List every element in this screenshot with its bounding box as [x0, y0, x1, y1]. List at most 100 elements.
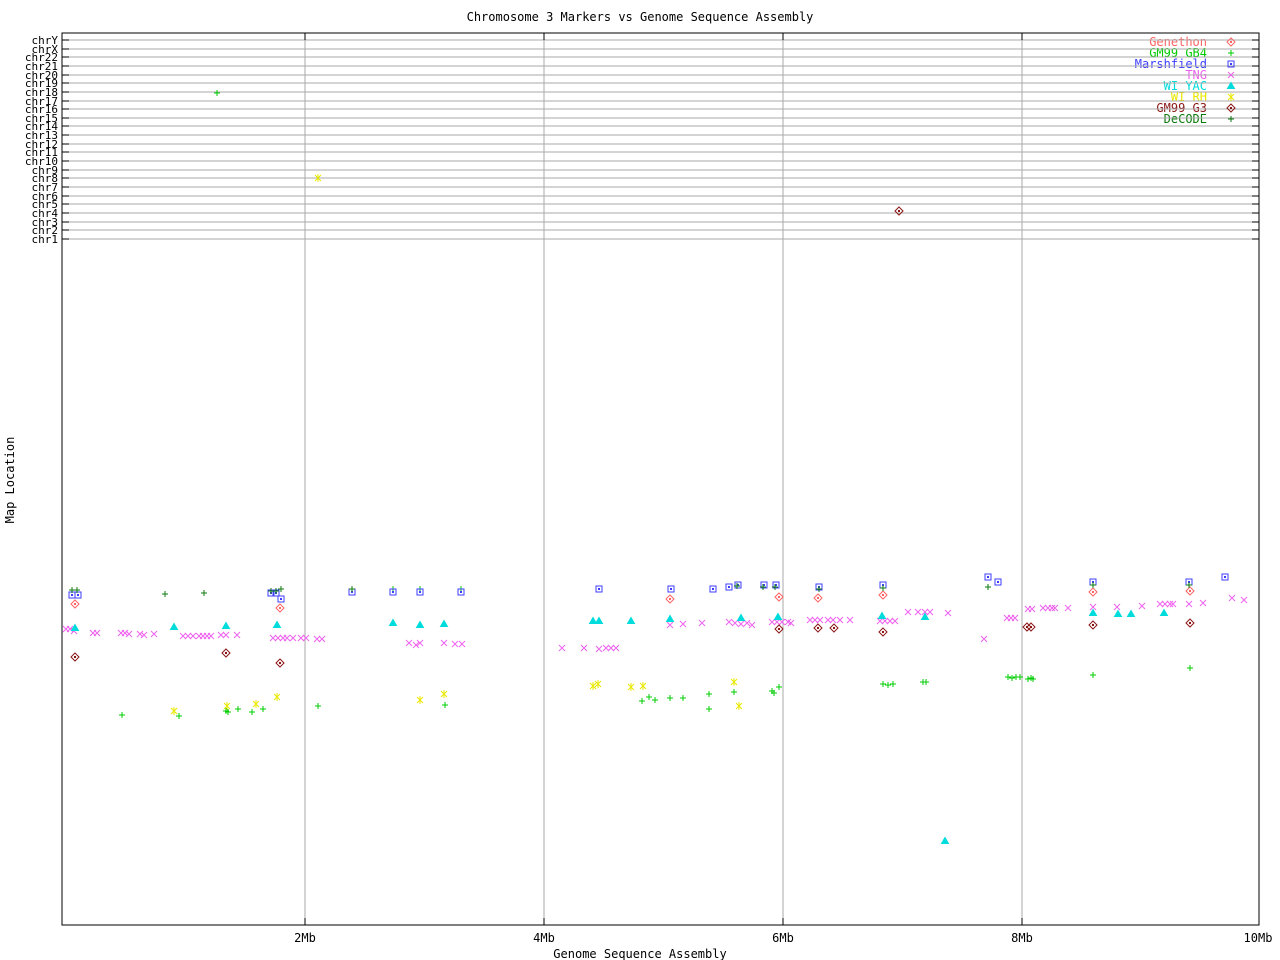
marshfield-marker: [280, 598, 282, 600]
wiyac-marker: [665, 614, 675, 622]
wirh-marker: [735, 702, 743, 710]
legend-marker-gm99g3: [1230, 107, 1232, 109]
wirh-marker: [730, 678, 738, 686]
tng-marker: [1028, 605, 1036, 613]
marshfield-marker: [71, 594, 73, 596]
legend-marker-genethon: [1230, 41, 1232, 43]
y-tick-label-chr1: chr1: [31, 232, 59, 246]
gm99gb4-marker: [1009, 675, 1015, 681]
tng-marker: [121, 629, 129, 637]
decode-marker: [816, 586, 822, 592]
wiyac-marker: [388, 618, 398, 626]
marshfield-marker: [1224, 576, 1226, 578]
y-tick-label-chr20: chr20: [24, 68, 58, 82]
gm99g3-marker: [1022, 622, 1032, 632]
decode-marker: [734, 583, 740, 589]
tng-marker: [595, 645, 603, 653]
y-tick-label-chr7: chr7: [31, 180, 59, 194]
tng-marker: [787, 619, 795, 627]
tng-marker: [944, 609, 952, 617]
marshfield-marker: [598, 588, 600, 590]
tng-marker: [980, 635, 988, 643]
gm99g3-marker: [74, 656, 76, 658]
y-tick-label-chr4: chr4: [31, 206, 59, 220]
gm99g3-marker: [1092, 624, 1094, 626]
tng-marker: [458, 640, 466, 648]
gm99g3-marker: [70, 652, 80, 662]
tng-marker: [451, 640, 459, 648]
marshfield-marker: [709, 585, 717, 593]
y-tick-label-chr8: chr8: [31, 171, 59, 185]
wirh-marker: [314, 174, 322, 182]
decode-marker: [74, 587, 80, 593]
x-axis-label: Genome Sequence Assembly: [553, 947, 727, 960]
wiyac-marker: [626, 616, 636, 624]
tng-marker: [416, 639, 424, 647]
genethon-marker: [813, 593, 823, 603]
marshfield-marker: [1221, 573, 1229, 581]
gm99g3-marker: [1026, 622, 1036, 632]
tng-marker: [612, 644, 620, 652]
tng-marker: [184, 632, 192, 640]
tng-marker: [179, 632, 187, 640]
gm99g3-marker: [817, 627, 819, 629]
tng-marker: [824, 616, 832, 624]
marshfield-marker: [712, 588, 714, 590]
marshfield-marker: [772, 581, 780, 589]
wiyac-marker: [169, 622, 179, 630]
tng-marker: [1199, 599, 1207, 607]
gm99g3-marker: [275, 658, 285, 668]
wiyac-marker: [439, 619, 449, 627]
y-tick-label-chr11: chr11: [24, 145, 58, 159]
tng-marker: [269, 634, 277, 642]
tng-marker: [891, 617, 899, 625]
decode-marker: [1090, 582, 1096, 588]
decode-marker: [273, 588, 279, 594]
y-tick-label-chr10: chr10: [24, 154, 58, 168]
tng-marker: [1048, 604, 1056, 612]
gm99g3-marker: [894, 206, 904, 216]
gm99g3-marker: [1189, 622, 1191, 624]
gm99gb4-marker: [680, 695, 686, 701]
tng-marker: [836, 616, 844, 624]
wiyac-marker: [736, 613, 746, 621]
genethon-marker: [1088, 587, 1098, 597]
tng-marker: [580, 644, 588, 652]
tng-marker: [679, 620, 687, 628]
tng-marker: [1089, 603, 1097, 611]
marshfield-marker: [997, 581, 999, 583]
genethon-marker: [279, 607, 281, 609]
gm99gb4-marker: [315, 703, 321, 709]
genethon-marker: [665, 594, 675, 604]
genethon-marker: [669, 598, 671, 600]
gm99g3-marker: [225, 652, 227, 654]
tng-marker: [125, 630, 133, 638]
tng-marker: [136, 630, 144, 638]
marshfield-marker: [667, 585, 675, 593]
tng-marker: [440, 639, 448, 647]
marshfield-marker: [74, 591, 82, 599]
marshfield-marker: [416, 588, 424, 596]
marshfield-marker: [987, 576, 989, 578]
y-tick-label-chr18: chr18: [24, 85, 58, 99]
marshfield-marker: [77, 594, 79, 596]
tng-marker: [926, 608, 934, 616]
wirh-marker: [170, 707, 178, 715]
wiyac-marker: [415, 620, 425, 628]
gm99gb4-marker: [260, 706, 266, 712]
marshfield-marker: [734, 581, 742, 589]
gm99gb4-marker: [706, 691, 712, 697]
gm99gb4-marker: [923, 679, 929, 685]
legend-marker-marshfield: [1230, 63, 1232, 65]
tng-marker: [1039, 604, 1047, 612]
wiyac-marker: [940, 836, 950, 844]
tng-marker: [698, 619, 706, 627]
tng-marker: [313, 635, 321, 643]
gm99gb4-marker: [1030, 676, 1036, 682]
wiyac-marker: [1126, 609, 1136, 617]
gm99g3-marker: [878, 627, 888, 637]
y-tick-label-chr19: chr19: [24, 76, 58, 90]
marshfield-marker: [728, 586, 730, 588]
tng-marker: [1161, 600, 1169, 608]
wiyac-marker: [877, 611, 887, 619]
